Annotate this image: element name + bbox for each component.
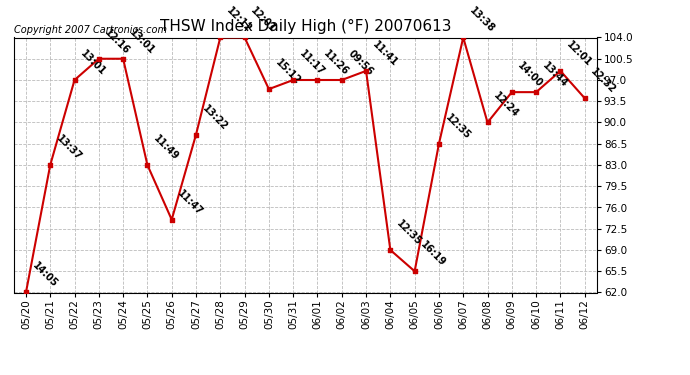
Text: 12:35: 12:35 [443,112,472,141]
Point [336,77,347,83]
Point [385,247,396,253]
Text: 11:17: 11:17 [297,48,326,77]
Point [506,89,518,95]
Text: 13:38: 13:38 [467,6,497,35]
Point [69,77,80,83]
Text: 11:47: 11:47 [176,188,205,217]
Text: 14:00: 14:00 [516,60,545,89]
Text: 11:49: 11:49 [152,133,181,162]
Text: 12:35: 12:35 [395,218,424,247]
Text: 13:01: 13:01 [79,48,108,77]
Point [409,268,420,274]
Text: 12:12: 12:12 [224,6,253,35]
Point [555,68,566,74]
Point [457,34,469,40]
Point [215,34,226,40]
Text: 11:41: 11:41 [371,39,400,68]
Point [21,290,32,296]
Point [361,68,372,74]
Point [190,132,201,138]
Text: 13:22: 13:22 [200,103,229,132]
Point [93,56,104,62]
Text: Copyright 2007 Cartronics.com: Copyright 2007 Cartronics.com [14,25,167,35]
Point [45,162,56,168]
Text: 12:32: 12:32 [589,66,618,95]
Text: 09:56: 09:56 [346,48,375,77]
Point [312,77,323,83]
Point [482,120,493,126]
Text: 12:16: 12:16 [103,27,132,56]
Text: 13:44: 13:44 [540,60,569,89]
Text: 13:37: 13:37 [55,133,83,162]
Point [433,141,444,147]
Text: 12:01: 12:01 [564,39,593,68]
Text: 12:01: 12:01 [249,6,278,35]
Point [166,217,177,223]
Point [239,34,250,40]
Text: 16:19: 16:19 [419,240,448,268]
Point [579,95,590,101]
Text: 14:05: 14:05 [30,261,59,290]
Point [264,86,275,92]
Point [288,77,299,83]
Text: 12:24: 12:24 [492,91,521,120]
Point [142,162,153,168]
Title: THSW Index Daily High (°F) 20070613: THSW Index Daily High (°F) 20070613 [159,18,451,33]
Text: 13:01: 13:01 [127,27,156,56]
Point [531,89,542,95]
Point [117,56,128,62]
Text: 15:12: 15:12 [273,57,302,86]
Text: 11:26: 11:26 [322,48,351,77]
